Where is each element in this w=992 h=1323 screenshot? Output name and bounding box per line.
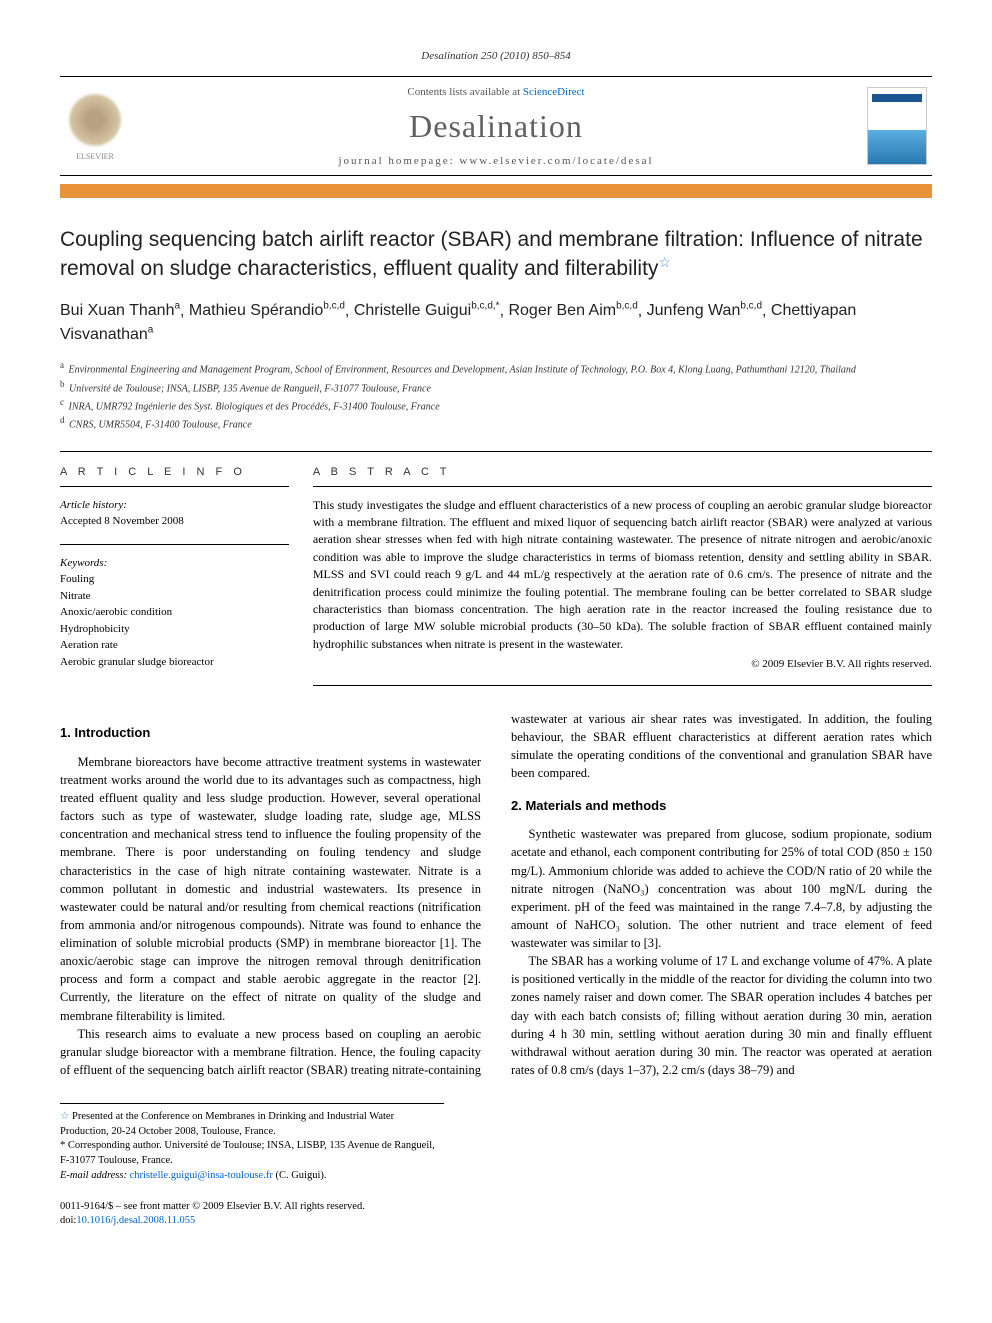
sciencedirect-link[interactable]: ScienceDirect	[523, 86, 585, 98]
author-name: Junfeng Wan	[647, 302, 741, 319]
affiliation: c INRA, UMR792 Ingénierie des Syst. Biol…	[60, 396, 932, 414]
affil-text: Université de Toulouse; INSA, LISBP, 135…	[69, 383, 431, 394]
intro-paragraph-1: Membrane bioreactors have become attract…	[60, 753, 481, 1025]
footnotes: ☆ Presented at the Conference on Membran…	[60, 1103, 444, 1183]
running-head: Desalination 250 (2010) 850–854	[60, 50, 932, 62]
affil-key: c	[60, 397, 64, 407]
email-person: (C. Guigui).	[275, 1170, 326, 1181]
article-history: Article history: Accepted 8 November 200…	[60, 497, 289, 530]
article-title-text: Coupling sequencing batch airlift reacto…	[60, 228, 923, 280]
affil-key: b	[60, 379, 65, 389]
author: Junfeng Wanb,c,d	[647, 302, 762, 319]
author-name: Mathieu Spérandio	[189, 302, 323, 319]
affiliation: a Environmental Engineering and Manageme…	[60, 359, 932, 377]
journal-homepage: journal homepage: www.elsevier.com/locat…	[130, 155, 862, 167]
keyword: Aerobic granular sludge bioreactor	[60, 654, 289, 671]
journal-cover-thumb	[862, 85, 932, 167]
article-title: Coupling sequencing batch airlift reacto…	[60, 226, 932, 283]
conference-footnote: ☆ Presented at the Conference on Membran…	[60, 1110, 444, 1139]
author-affil-sup: b,c,d	[740, 301, 762, 312]
cover-thumb-icon	[867, 87, 927, 165]
journal-header: ELSEVIER Contents lists available at Sci…	[60, 76, 932, 176]
contents-prefix: Contents lists available at	[407, 86, 522, 98]
email-label: E-mail address:	[60, 1170, 127, 1181]
author-affil-sup: b,c,d	[616, 301, 638, 312]
author-affil-sup: b,c,d	[323, 301, 345, 312]
article-body: 1. Introduction Membrane bioreactors hav…	[60, 710, 932, 1079]
author-affil-sup: b,c,d,*	[471, 301, 499, 312]
affiliation: b Université de Toulouse; INSA, LISBP, 1…	[60, 378, 932, 396]
methods-paragraph-2: The SBAR has a working volume of 17 L an…	[511, 952, 932, 1079]
section-heading-intro: 1. Introduction	[60, 724, 481, 743]
abstract-text: This study investigates the sludge and e…	[313, 497, 932, 686]
affil-text: Environmental Engineering and Management…	[69, 365, 856, 376]
corresponding-email-link[interactable]: christelle.guigui@insa-toulouse.fr	[130, 1170, 273, 1181]
history-value: Accepted 8 November 2008	[60, 515, 184, 527]
email-footnote: E-mail address: christelle.guigui@insa-t…	[60, 1169, 444, 1184]
section-heading-methods: 2. Materials and methods	[511, 797, 932, 816]
keyword: Hydrophobicity	[60, 621, 289, 638]
publisher-caption: ELSEVIER	[76, 152, 114, 161]
star-icon: ☆	[60, 1111, 69, 1122]
title-footnote-marker-icon: ☆	[658, 254, 671, 270]
affil-key: d	[60, 415, 65, 425]
keyword: Fouling	[60, 571, 289, 588]
abstract-heading: A B S T R A C T	[313, 466, 932, 487]
affiliation: d CNRS, UMR5504, F-31400 Toulouse, Franc…	[60, 414, 932, 432]
keywords-block: Keywords: Fouling Nitrate Anoxic/aerobic…	[60, 544, 289, 671]
affil-text: INRA, UMR792 Ingénierie des Syst. Biolog…	[69, 401, 440, 412]
author: Roger Ben Aimb,c,d	[508, 302, 637, 319]
accent-bar	[60, 184, 932, 198]
history-label: Article history:	[60, 499, 127, 511]
author-list: Bui Xuan Thanha, Mathieu Spérandiob,c,d,…	[60, 299, 932, 348]
author: Bui Xuan Thanha	[60, 302, 180, 319]
keyword: Aeration rate	[60, 637, 289, 654]
author-name: Roger Ben Aim	[508, 302, 616, 319]
abstract-column: A B S T R A C T This study investigates …	[313, 452, 932, 686]
page-footer: 0011-9164/$ – see front matter © 2009 El…	[60, 1200, 932, 1229]
doi-label: doi:	[60, 1215, 76, 1226]
article-info-heading: A R T I C L E I N F O	[60, 466, 289, 487]
elsevier-tree-icon	[67, 92, 123, 148]
affil-key: a	[60, 360, 64, 370]
contents-line: Contents lists available at ScienceDirec…	[130, 86, 862, 98]
conf-note-text: Presented at the Conference on Membranes…	[60, 1111, 394, 1137]
affil-text: CNRS, UMR5504, F-31400 Toulouse, France	[69, 420, 252, 431]
author-name: Bui Xuan Thanh	[60, 302, 174, 319]
journal-name: Desalination	[130, 108, 862, 145]
abstract-copyright: © 2009 Elsevier B.V. All rights reserved…	[313, 657, 932, 673]
publisher-logo: ELSEVIER	[60, 85, 130, 167]
author: Christelle Guiguib,c,d,*	[354, 302, 500, 319]
doi-link[interactable]: 10.1016/j.desal.2008.11.055	[76, 1215, 195, 1226]
front-matter-line: 0011-9164/$ – see front matter © 2009 El…	[60, 1200, 932, 1215]
methods-paragraph-1: Synthetic wastewater was prepared from g…	[511, 825, 932, 952]
author-name: Christelle Guigui	[354, 302, 471, 319]
keyword: Anoxic/aerobic condition	[60, 604, 289, 621]
keywords-label: Keywords:	[60, 557, 107, 569]
affiliations: a Environmental Engineering and Manageme…	[60, 359, 932, 432]
author-affil-sup: a	[174, 301, 180, 312]
author-affil-sup: a	[148, 325, 154, 336]
doi-line: doi:10.1016/j.desal.2008.11.055	[60, 1214, 932, 1229]
article-info-column: A R T I C L E I N F O Article history: A…	[60, 452, 313, 686]
keyword: Nitrate	[60, 588, 289, 605]
corresponding-author-footnote: * Corresponding author. Université de To…	[60, 1139, 444, 1168]
author: Mathieu Spérandiob,c,d	[189, 302, 345, 319]
